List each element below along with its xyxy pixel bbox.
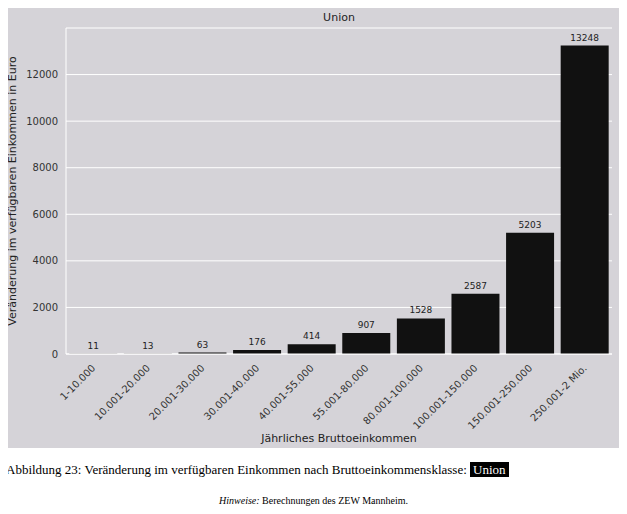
- svg-text:4000: 4000: [33, 255, 58, 266]
- svg-text:5203: 5203: [519, 220, 542, 230]
- html-text:Union: Union: [473, 462, 506, 477]
- svg-text:10.001-20.000: 10.001-20.000: [92, 362, 152, 422]
- svg-text:1528: 1528: [409, 305, 432, 315]
- svg-text:Jährliches Bruttoeinkommen: Jährliches Bruttoeinkommen: [260, 432, 417, 445]
- svg-text:2000: 2000: [33, 302, 58, 313]
- svg-text:10000: 10000: [26, 116, 58, 127]
- svg-text:55.001-80.000: 55.001-80.000: [311, 362, 371, 422]
- svg-text:1-10.000: 1-10.000: [58, 362, 98, 402]
- svg-text:150.001-250.000: 150.001-250.000: [466, 362, 535, 431]
- svg-text:Veränderung im verfügbaren Ein: Veränderung im verfügbaren Einkommen in …: [8, 56, 19, 326]
- svg-text:250.001-2 Mio.: 250.001-2 Mio.: [528, 362, 589, 423]
- svg-text:11: 11: [88, 341, 99, 351]
- svg-text:8000: 8000: [33, 162, 58, 173]
- svg-text:40.001-55.000: 40.001-55.000: [256, 362, 316, 422]
- html-text:Hinweise: Berechnungen des ZEW: Hinweise: Berechnungen des ZEW Mannheim.: [219, 495, 408, 506]
- svg-text:13248: 13248: [570, 33, 599, 43]
- svg-text:63: 63: [197, 340, 208, 350]
- svg-text:176: 176: [248, 337, 265, 347]
- svg-text:12000: 12000: [26, 69, 58, 80]
- svg-text:0: 0: [52, 349, 58, 360]
- html-text:Union: Union: [323, 11, 355, 24]
- svg-text:414: 414: [303, 331, 320, 341]
- svg-text:80.001-100.000: 80.001-100.000: [361, 362, 425, 426]
- svg-text:2587: 2587: [464, 281, 487, 291]
- svg-text:20.001-30.000: 20.001-30.000: [147, 362, 207, 422]
- svg-text:100.001-150.000: 100.001-150.000: [410, 362, 480, 432]
- svg-text:13: 13: [142, 341, 153, 351]
- html-text:Abbildung 23: Veränderung im v: Abbildung 23: Veränderung im verfügbaren…: [6, 462, 467, 477]
- svg-text:907: 907: [358, 320, 375, 330]
- svg-text:6000: 6000: [33, 209, 58, 220]
- svg-text:30.001-40.000: 30.001-40.000: [202, 362, 262, 422]
